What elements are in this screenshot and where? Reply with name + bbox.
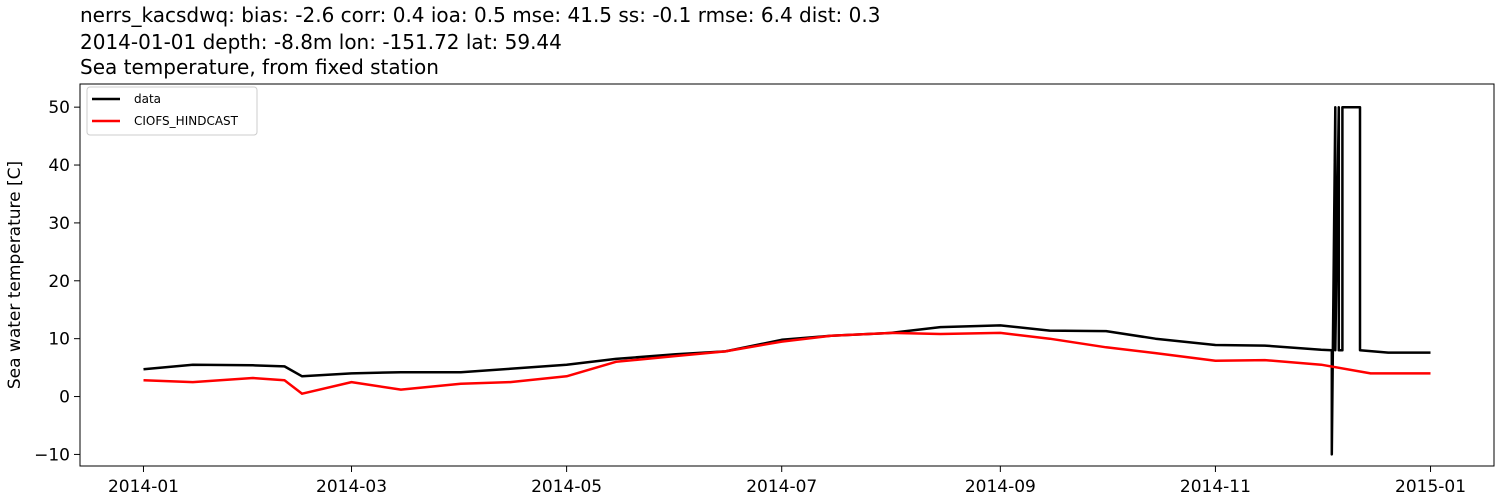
- series-line-ciofs-hindcast: [143, 331, 1431, 395]
- y-tick-label: 10: [48, 330, 70, 350]
- x-tick-label: 2014-09: [965, 477, 1036, 497]
- stats-title: nerrs_kacsdwq: bias: -2.6 corr: 0.4 ioa:…: [80, 3, 881, 27]
- series-line-data: [143, 105, 1431, 456]
- y-tick-label: 30: [48, 214, 70, 234]
- y-tick-label: −10: [34, 445, 70, 465]
- x-tick-label: 2014-11: [1180, 477, 1251, 497]
- x-tick-label: 2014-03: [316, 477, 387, 497]
- plot-frame: [79, 83, 1495, 467]
- y-tick-label: 0: [59, 388, 70, 408]
- legend-label-ciofs-hindcast: CIOFS_HINDCAST: [134, 114, 239, 128]
- x-tick-label: 2014-01: [108, 477, 179, 497]
- legend: data CIOFS_HINDCAST: [86, 86, 258, 136]
- x-tick-label: 2014-05: [531, 477, 602, 497]
- y-tick-label: 50: [48, 98, 70, 118]
- location-title: 2014-01-01 depth: -8.8m lon: -151.72 lat…: [80, 30, 562, 54]
- y-tick-label: 20: [48, 272, 70, 292]
- y-tick-label: 40: [48, 156, 70, 176]
- chart-title: Sea temperature, from fixed station: [80, 55, 439, 79]
- y-axis-label: Sea water temperature [C]: [5, 161, 25, 389]
- legend-label-data: data: [134, 92, 161, 106]
- legend-box: [86, 86, 258, 136]
- y-axis: −10 0 10 20 30 40 50: [34, 98, 80, 465]
- x-tick-label: 2015-01: [1395, 477, 1466, 497]
- x-axis: 2014-01 2014-03 2014-05 2014-07 2014-09 2014-…: [108, 466, 1466, 497]
- x-tick-label: 2014-07: [746, 477, 817, 497]
- plot-area: [143, 105, 1431, 456]
